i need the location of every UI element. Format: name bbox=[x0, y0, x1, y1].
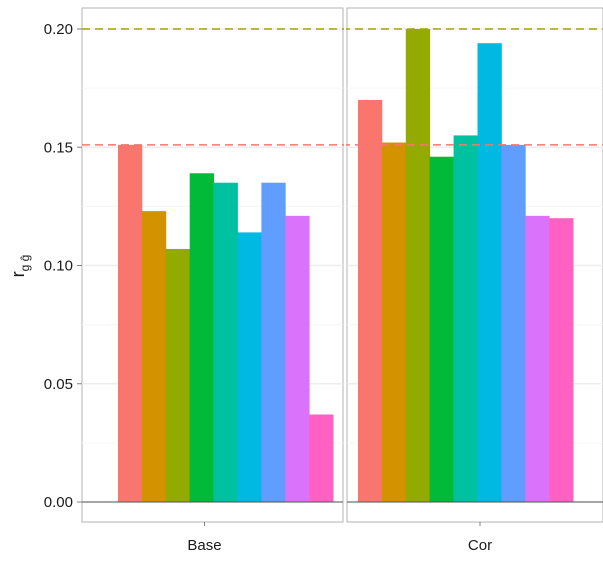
bar-base-1 bbox=[118, 144, 143, 502]
bar-base-5 bbox=[213, 182, 238, 502]
bar-base-4 bbox=[189, 173, 214, 502]
bar-base-8 bbox=[285, 215, 310, 502]
bar-base-7 bbox=[261, 182, 286, 502]
bar-cor-4 bbox=[429, 156, 454, 502]
bar-base-3 bbox=[165, 248, 191, 502]
y-tick-label: 0.10 bbox=[44, 258, 73, 275]
x-tick-label-base: Base bbox=[187, 537, 221, 554]
y-tick-label: 0.00 bbox=[44, 494, 73, 511]
y-tick-label: 0.05 bbox=[44, 376, 73, 393]
y-tick-label: 0.20 bbox=[44, 21, 73, 38]
bar-cor-5 bbox=[453, 135, 478, 503]
y-axis: 0.00 0.05 0.10 0.15 0.20 bbox=[44, 21, 82, 511]
bar-base-9 bbox=[309, 414, 334, 502]
bar-cor-3 bbox=[405, 29, 431, 502]
x-tick-label-cor: Cor bbox=[468, 537, 492, 554]
bar-cor-9 bbox=[549, 218, 574, 502]
bar-cor-6 bbox=[477, 43, 502, 502]
bar-cor-1 bbox=[358, 99, 383, 502]
y-axis-label: rg ĝ bbox=[8, 255, 32, 278]
svg-text:rg ĝ: rg ĝ bbox=[8, 255, 32, 278]
y-tick-label: 0.15 bbox=[44, 139, 73, 156]
bar-cor-8 bbox=[525, 215, 550, 502]
bar-base-2 bbox=[141, 211, 167, 503]
panel-cor: Cor bbox=[346, 7, 603, 554]
y-axis-label-main: r bbox=[8, 271, 28, 277]
panel-base: Base bbox=[81, 7, 344, 554]
bar-cor-7 bbox=[501, 144, 526, 502]
panels-layer: Base Cor bbox=[81, 7, 603, 554]
bar-base-6 bbox=[237, 232, 262, 502]
y-axis-label-subscript: g ĝ bbox=[18, 255, 32, 272]
bar-cor-2 bbox=[381, 142, 407, 502]
